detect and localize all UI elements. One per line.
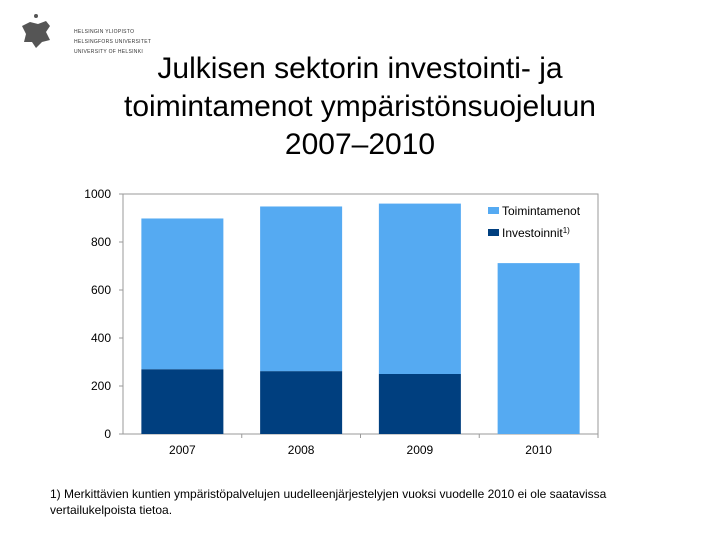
title-line-3: 2007–2010 [284,128,436,161]
y-tick-label: 600 [91,283,111,297]
bar-segment [260,206,343,372]
logo-line: HELSINGFORS UNIVERSITET [74,39,152,45]
bar-segment [497,263,580,434]
bar-segment [378,203,461,374]
title-line-2: toimintamenot ympäristönsuojeluun [124,90,596,123]
x-tick-label: 2008 [288,443,315,457]
legend-label: Investoinnit1) [502,226,570,240]
legend-label: Toimintamenot [502,204,581,218]
y-tick-label: 0 [104,427,111,441]
x-tick-label: 2007 [169,443,196,457]
stacked-bar-chart: 0 200 400 600 800 1000 2007 2008 2009 2010 Toimint… [60,180,620,470]
logo-line: HELSINGIN YLIOPISTO [74,29,135,35]
university-logo: HELSINGIN YLIOPISTO HELSINGFORS UNIVERSI… [16,12,151,55]
y-tick-label: 1000 [84,187,111,201]
bar-segment [141,218,224,370]
x-tick-label: 2010 [525,443,552,457]
logo-line: UNIVERSITY OF HELSINKI [74,49,144,55]
bar-segment [378,374,461,434]
x-tick-label: 2009 [407,443,434,457]
logo-seal-icon [22,14,50,48]
logo-text: HELSINGIN YLIOPISTO HELSINGFORS UNIVERSI… [74,27,151,57]
y-tick-label: 200 [91,379,111,393]
title-line-1: Julkisen sektorin investointi- ja [157,52,563,85]
bar-segment [260,371,343,434]
legend-swatch [488,229,499,236]
y-tick-label: 400 [91,331,111,345]
y-tick-label: 800 [91,235,111,249]
legend-swatch [488,207,499,214]
chart-svg: 0 200 400 600 800 1000 2007 2008 2009 2010 Toimint… [84,187,599,457]
bar-segment [141,369,224,434]
footnote: 1) Merkittävien kuntien ympäristöpalvelu… [50,487,607,517]
slide-title: Julkisen sektorin investointi- ja toimin… [0,50,720,164]
